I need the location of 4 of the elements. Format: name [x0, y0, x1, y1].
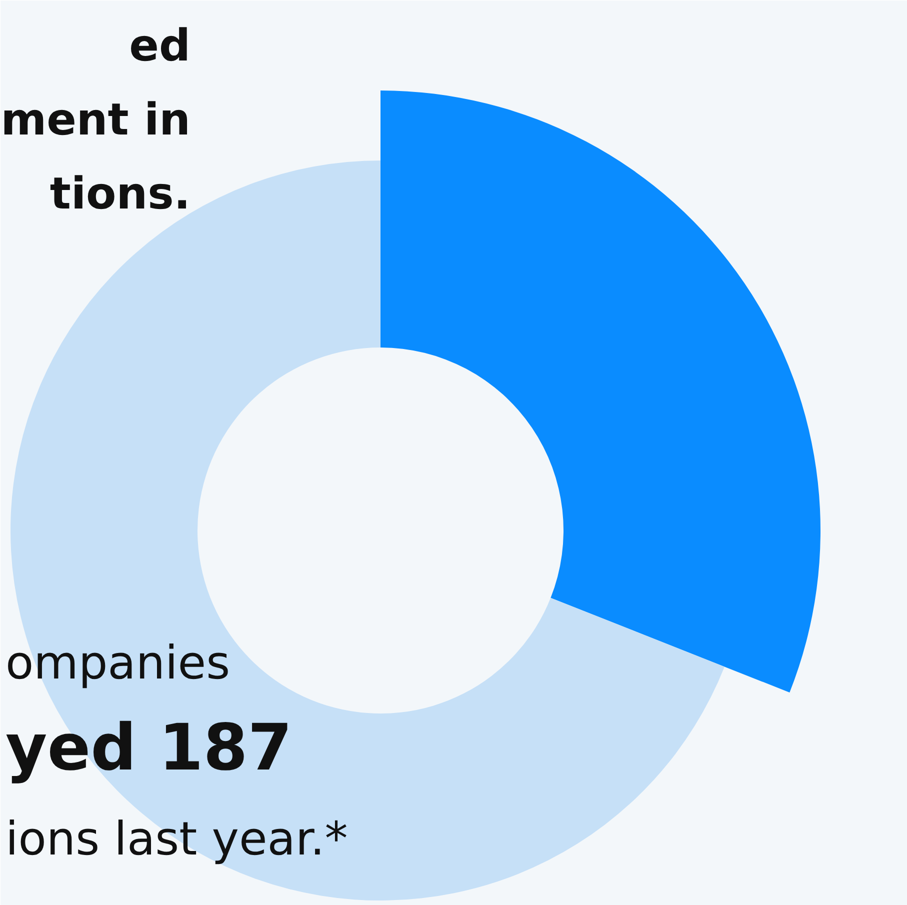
text: ions last year.*	[6, 812, 348, 866]
chart-title: ed ment in tions.	[0, 20, 191, 220]
text: yed 187	[6, 712, 292, 786]
text: ompanies	[6, 636, 230, 690]
